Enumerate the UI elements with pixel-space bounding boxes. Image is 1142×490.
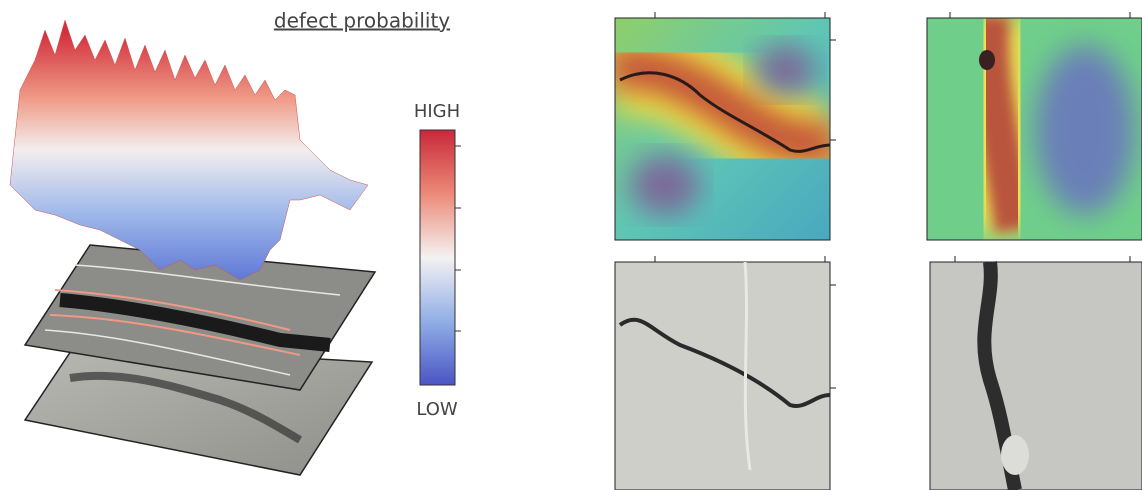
title: defect probability (274, 9, 450, 33)
colorbar (420, 130, 455, 385)
colorbar-ticks (455, 146, 461, 331)
photo-panel (930, 262, 1142, 490)
colorbar-high-label: HIGH (414, 101, 460, 122)
figure: defect probability HIGH LOW (0, 0, 1142, 490)
heatmap-panel (927, 15, 1142, 240)
photo-panel (615, 262, 830, 490)
probability-surface (10, 20, 368, 280)
heatmap-panel (610, 18, 835, 240)
colorbar-low-label: LOW (416, 399, 458, 420)
